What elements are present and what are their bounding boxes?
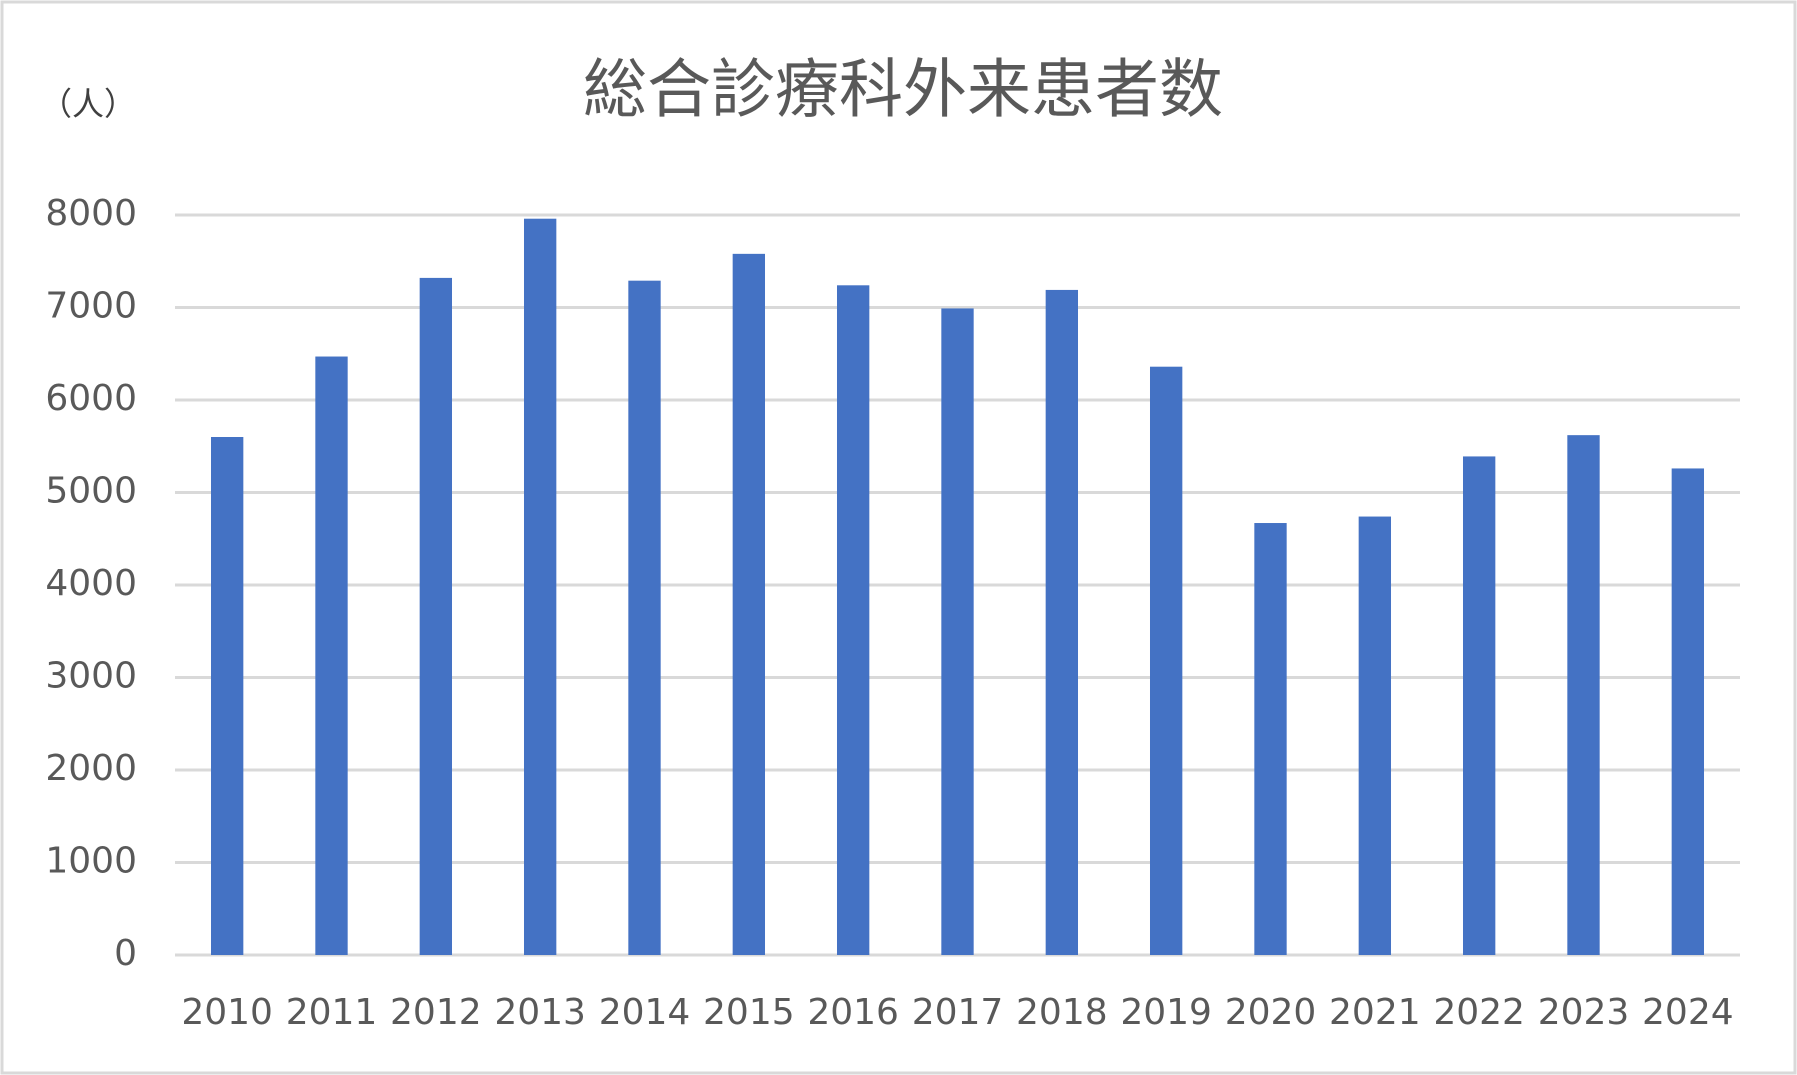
y-tick-label: 1000 (45, 841, 137, 882)
bar (1358, 516, 1392, 955)
bar (836, 285, 870, 955)
bar (210, 437, 244, 955)
bar (1045, 289, 1079, 955)
x-tick-label: 2014 (599, 992, 691, 1033)
y-tick-label: 0 (114, 933, 137, 974)
y-tick-label: 3000 (45, 656, 137, 697)
x-tick-label: 2024 (1642, 992, 1734, 1033)
bar (732, 253, 766, 956)
x-tick-label: 2020 (1225, 992, 1317, 1033)
chart-title: 総合診療科外来患者数 (583, 54, 1223, 128)
x-tick-label: 2018 (1016, 992, 1108, 1033)
x-tick-label: 2023 (1538, 992, 1630, 1033)
y-tick-label: 5000 (45, 471, 137, 512)
x-tick-label: 2019 (1120, 992, 1212, 1033)
bar (315, 356, 348, 955)
x-tick-label: 2015 (703, 992, 795, 1033)
x-tick-label: 2011 (286, 992, 378, 1033)
x-tick-label: 2012 (390, 992, 482, 1033)
y-tick-label: 2000 (45, 748, 137, 789)
x-tick-label: 2010 (181, 992, 273, 1033)
bar (1254, 523, 1287, 955)
y-tick-label: 4000 (45, 563, 137, 604)
bar (1671, 468, 1705, 955)
bar (419, 277, 453, 955)
y-tick-label: 8000 (45, 193, 137, 234)
x-tick-label: 2013 (494, 992, 586, 1033)
bar (1462, 456, 1496, 955)
x-tick-label: 2022 (1433, 992, 1525, 1033)
x-tick-label: 2021 (1329, 992, 1421, 1033)
x-tick-label: 2017 (912, 992, 1004, 1033)
bar (523, 218, 557, 955)
y-tick-label: 7000 (45, 286, 137, 327)
x-tick-label: 2016 (807, 992, 899, 1033)
bar (1149, 366, 1183, 955)
bar (941, 308, 974, 955)
bar (1567, 435, 1600, 955)
y-tick-label: 6000 (45, 378, 137, 419)
bar (628, 280, 661, 955)
y-axis-unit: （人） (40, 85, 136, 123)
